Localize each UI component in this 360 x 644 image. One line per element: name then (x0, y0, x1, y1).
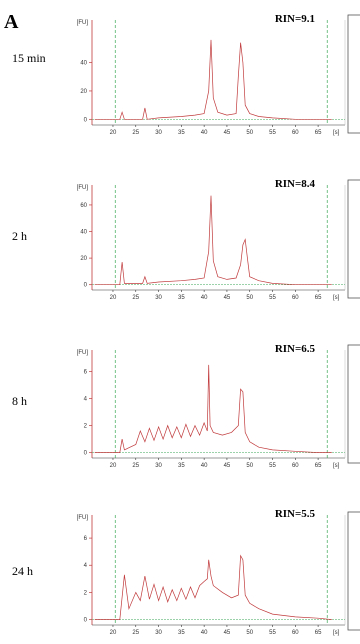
x-tick-label: 50 (246, 630, 253, 636)
x-tick-label: 25 (132, 295, 139, 301)
y-tick-label: 60 (80, 203, 87, 209)
x-tick-label: 35 (178, 130, 185, 136)
y-tick-label: 0 (84, 618, 88, 624)
x-tick-label: 45 (224, 463, 231, 469)
y-tick-label: 20 (80, 256, 87, 262)
x-axis-label: [s] (333, 295, 340, 301)
x-tick-label: 30 (155, 295, 162, 301)
side-panel (348, 180, 360, 298)
x-tick-label: 45 (224, 130, 231, 136)
row-label: 8 h (12, 394, 27, 408)
x-tick-label: 65 (315, 295, 322, 301)
side-panel (348, 512, 360, 630)
x-tick-label: 60 (292, 463, 299, 469)
x-tick-label: 60 (292, 630, 299, 636)
x-tick-label: 40 (201, 295, 208, 301)
x-tick-label: 45 (224, 630, 231, 636)
y-tick-label: 6 (84, 370, 88, 376)
x-tick-label: 20 (110, 630, 117, 636)
rin-label: RIN=9.1 (275, 13, 315, 25)
x-tick-label: 30 (155, 130, 162, 136)
y-axis-label: [FU] (77, 20, 89, 26)
x-tick-label: 30 (155, 630, 162, 636)
x-tick-label: 30 (155, 463, 162, 469)
rin-label: RIN=8.4 (275, 178, 316, 190)
x-tick-label: 65 (315, 130, 322, 136)
x-tick-label: 60 (292, 295, 299, 301)
trace (95, 196, 332, 285)
x-tick-label: 65 (315, 463, 322, 469)
x-tick-label: 60 (292, 130, 299, 136)
x-tick-label: 35 (178, 630, 185, 636)
trace (95, 40, 332, 119)
y-tick-label: 0 (84, 283, 88, 289)
x-tick-label: 50 (246, 295, 253, 301)
x-axis-label: [s] (333, 463, 340, 469)
x-tick-label: 55 (269, 463, 276, 469)
y-tick-label: 20 (80, 89, 87, 95)
x-tick-label: 45 (224, 295, 231, 301)
y-tick-label: 40 (80, 230, 87, 236)
figure: A 15 minRIN=9.1[FU]020402025303540455055… (0, 0, 360, 644)
x-tick-label: 25 (132, 463, 139, 469)
x-tick-label: 65 (315, 630, 322, 636)
x-tick-label: 20 (110, 295, 117, 301)
x-tick-label: 20 (110, 130, 117, 136)
x-tick-label: 50 (246, 463, 253, 469)
panel-label: A (4, 11, 19, 33)
rin-label: RIN=5.5 (275, 508, 316, 520)
y-axis-label: [FU] (77, 350, 89, 356)
row-label: 24 h (12, 564, 33, 578)
x-tick-label: 35 (178, 295, 185, 301)
x-tick-label: 25 (132, 130, 139, 136)
y-tick-label: 2 (84, 424, 88, 430)
x-axis-label: [s] (333, 130, 340, 136)
x-tick-label: 25 (132, 630, 139, 636)
y-tick-label: 2 (84, 590, 88, 596)
x-tick-label: 55 (269, 295, 276, 301)
row-label: 15 min (12, 51, 46, 65)
x-tick-label: 50 (246, 130, 253, 136)
y-tick-label: 40 (80, 61, 87, 67)
x-tick-label: 20 (110, 463, 117, 469)
x-tick-label: 55 (269, 630, 276, 636)
x-tick-label: 55 (269, 130, 276, 136)
y-tick-label: 4 (84, 563, 88, 569)
y-tick-label: 4 (84, 397, 88, 403)
y-tick-label: 0 (84, 451, 88, 457)
side-panel (348, 15, 360, 133)
y-axis-label: [FU] (77, 185, 89, 191)
x-tick-label: 40 (201, 630, 208, 636)
x-axis-label: [s] (333, 630, 340, 636)
y-axis-label: [FU] (77, 515, 89, 521)
x-tick-label: 35 (178, 463, 185, 469)
trace (95, 365, 332, 453)
row-label: 2 h (12, 229, 27, 243)
side-panel (348, 345, 360, 463)
x-tick-label: 40 (201, 130, 208, 136)
y-tick-label: 6 (84, 536, 88, 542)
y-tick-label: 0 (84, 117, 88, 123)
rin-label: RIN=6.5 (275, 343, 316, 355)
x-tick-label: 40 (201, 463, 208, 469)
trace (95, 556, 332, 620)
